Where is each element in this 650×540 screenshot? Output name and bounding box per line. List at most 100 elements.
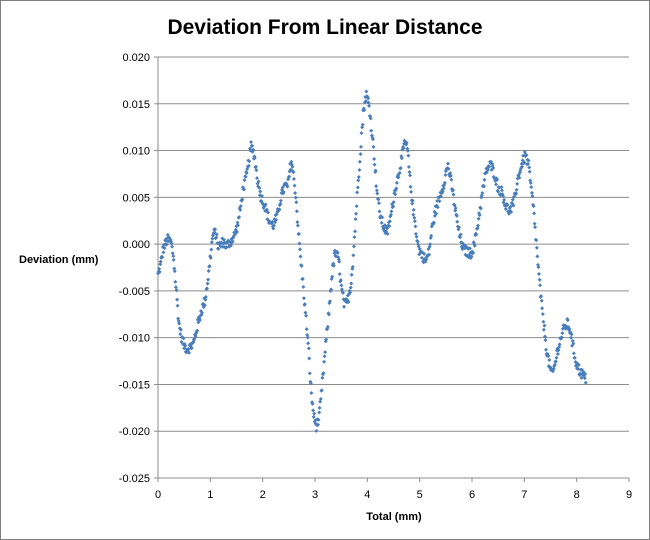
data-point <box>520 164 525 169</box>
data-point <box>351 253 356 258</box>
data-point <box>328 299 332 304</box>
data-point <box>541 327 546 332</box>
data-point <box>170 251 175 256</box>
data-point <box>380 215 385 220</box>
data-point <box>349 272 354 277</box>
data-point <box>352 235 357 240</box>
data-point <box>240 197 245 202</box>
data-point <box>230 239 235 244</box>
data-point <box>376 201 381 206</box>
data-point <box>560 331 565 336</box>
data-point <box>555 352 560 356</box>
data-point <box>437 199 442 204</box>
data-point <box>164 242 169 247</box>
data-point <box>172 269 177 274</box>
data-point <box>476 216 481 221</box>
data-point <box>210 236 215 241</box>
x-tick-label: 3 <box>312 489 318 501</box>
data-point <box>243 174 248 179</box>
x-tick-label: 8 <box>574 489 580 501</box>
data-point <box>157 266 162 271</box>
data-point <box>292 183 297 188</box>
data-point <box>572 355 577 360</box>
data-point <box>435 198 440 203</box>
data-point <box>213 227 218 232</box>
data-point <box>535 254 540 259</box>
data-point <box>474 232 479 237</box>
data-point <box>366 100 371 105</box>
data-point <box>360 122 365 127</box>
data-point <box>412 215 417 220</box>
data-point <box>409 189 414 194</box>
data-point <box>228 243 233 248</box>
data-point <box>293 190 298 195</box>
data-point <box>206 268 211 273</box>
data-point <box>308 381 313 386</box>
data-point <box>354 211 359 216</box>
data-point <box>414 234 419 239</box>
data-point <box>312 411 317 416</box>
data-point <box>374 184 379 189</box>
data-point <box>214 232 219 237</box>
data-point <box>348 285 353 290</box>
data-point <box>557 344 562 349</box>
data-point <box>500 188 504 193</box>
data-point <box>348 290 353 295</box>
data-point <box>176 319 181 323</box>
data-point <box>207 264 212 269</box>
data-point <box>237 215 242 220</box>
data-point <box>515 181 520 186</box>
data-point <box>527 165 532 170</box>
data-point <box>502 197 507 202</box>
data-point <box>367 103 372 108</box>
chart-title: Deviation From Linear Distance <box>167 16 482 39</box>
data-point <box>306 341 311 346</box>
data-point <box>317 405 322 410</box>
data-point <box>311 414 316 419</box>
data-point <box>351 244 356 249</box>
data-point <box>278 198 283 203</box>
data-point <box>205 281 210 286</box>
data-point <box>235 220 240 225</box>
data-point <box>533 225 538 230</box>
x-tick-label: 0 <box>155 489 161 501</box>
data-point <box>357 159 362 164</box>
data-point <box>233 232 238 237</box>
data-point <box>247 159 252 164</box>
data-point <box>529 190 534 195</box>
data-point <box>169 241 174 246</box>
data-point <box>323 350 328 355</box>
data-point <box>356 175 361 179</box>
data-point <box>505 202 510 207</box>
data-point <box>249 140 254 145</box>
data-point <box>411 207 416 212</box>
data-point <box>491 165 496 170</box>
data-point <box>431 220 436 225</box>
data-point <box>170 244 175 249</box>
data-point <box>305 332 310 337</box>
data-point <box>355 185 360 190</box>
data-point <box>250 143 255 148</box>
data-point <box>354 204 359 209</box>
data-point <box>280 185 285 190</box>
data-point <box>300 276 305 281</box>
data-point <box>165 232 170 237</box>
data-point <box>294 209 299 214</box>
data-point <box>322 354 327 359</box>
data-point <box>314 428 319 433</box>
data-point <box>202 303 207 308</box>
data-point <box>543 338 548 343</box>
data-point <box>335 250 340 255</box>
data-point <box>514 187 519 192</box>
data-point <box>260 193 264 198</box>
x-tick-labels: 0 1 2 3 4 5 6 7 8 9 <box>155 489 632 501</box>
data-point <box>254 164 258 169</box>
data-point <box>175 303 180 308</box>
data-point <box>209 247 214 252</box>
y-tick-label: 0.015 <box>122 99 150 111</box>
data-point <box>458 235 463 240</box>
data-point <box>208 255 213 260</box>
data-point <box>291 176 296 181</box>
data-point <box>189 346 194 350</box>
data-point <box>187 350 191 355</box>
